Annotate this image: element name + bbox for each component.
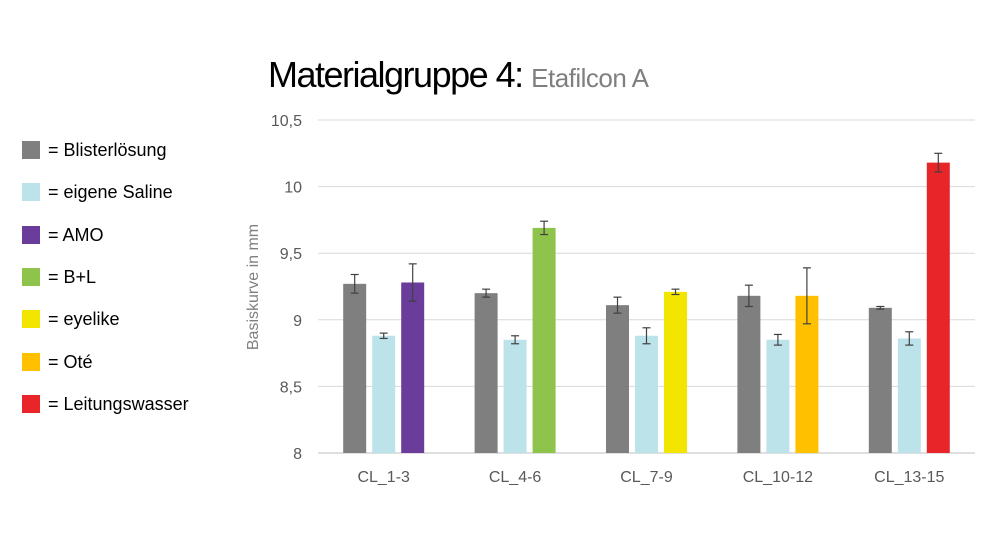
legend-label: = AMO bbox=[48, 224, 104, 245]
y-tick-label: 8 bbox=[293, 446, 302, 463]
bar bbox=[897, 338, 921, 453]
y-tick-label: 9 bbox=[293, 313, 302, 330]
x-axis: CL_1-3 CL_4-6 CL_7-9 CL_10-12 CL_13-15 bbox=[357, 469, 944, 486]
y-tick-label: 10 bbox=[284, 180, 302, 197]
bar bbox=[532, 227, 556, 453]
legend-swatch bbox=[22, 183, 40, 202]
legend-swatch bbox=[22, 225, 40, 244]
bar bbox=[343, 283, 367, 453]
chart-title-main: Materialgruppe 4: bbox=[268, 54, 524, 95]
bar bbox=[474, 293, 498, 453]
gridlines bbox=[318, 119, 975, 454]
x-tick-label: CL_13-15 bbox=[874, 469, 944, 486]
bar bbox=[635, 335, 658, 453]
bar bbox=[401, 282, 425, 453]
bar bbox=[795, 295, 819, 453]
legend-swatch bbox=[22, 141, 40, 159]
y-axis-label: Basiskurve in mm bbox=[245, 224, 262, 350]
x-tick-label: CL_1-3 bbox=[357, 469, 410, 486]
legend-label: = Leitungswasser bbox=[48, 393, 189, 414]
y-tick-label: 9,5 bbox=[280, 246, 302, 263]
y-tick-label: 8,5 bbox=[280, 379, 302, 396]
legend-swatch bbox=[22, 394, 40, 413]
bar bbox=[606, 305, 629, 453]
bar bbox=[503, 339, 527, 453]
x-tick-label: CL_4-6 bbox=[489, 469, 542, 486]
bar bbox=[766, 339, 790, 453]
x-tick-label: CL_10-12 bbox=[743, 469, 813, 486]
y-tick-label: 10,5 bbox=[271, 113, 302, 130]
bars bbox=[343, 152, 950, 453]
legend-swatch bbox=[22, 310, 40, 329]
y-axis: 8 8,5 9 9,5 10 10,5 bbox=[271, 113, 302, 463]
bar bbox=[868, 307, 892, 453]
bar bbox=[737, 295, 761, 453]
legend-label: = Blisterlösung bbox=[48, 140, 167, 160]
legend-label: = eigene Saline bbox=[48, 182, 173, 203]
chart-title-sub: Etafilcon A bbox=[531, 63, 649, 93]
chart-title: Materialgruppe 4: Etafilcon A bbox=[268, 54, 649, 96]
legend-swatch bbox=[22, 352, 40, 371]
bar bbox=[664, 291, 687, 453]
x-tick-label: CL_7-9 bbox=[620, 469, 673, 486]
legend-label: = B+L bbox=[48, 266, 97, 287]
bar bbox=[372, 335, 396, 453]
legend-label: = eyelike bbox=[48, 309, 120, 330]
legend-label: = Oté bbox=[48, 351, 93, 372]
bar bbox=[926, 162, 950, 453]
legend-swatch bbox=[22, 267, 40, 286]
